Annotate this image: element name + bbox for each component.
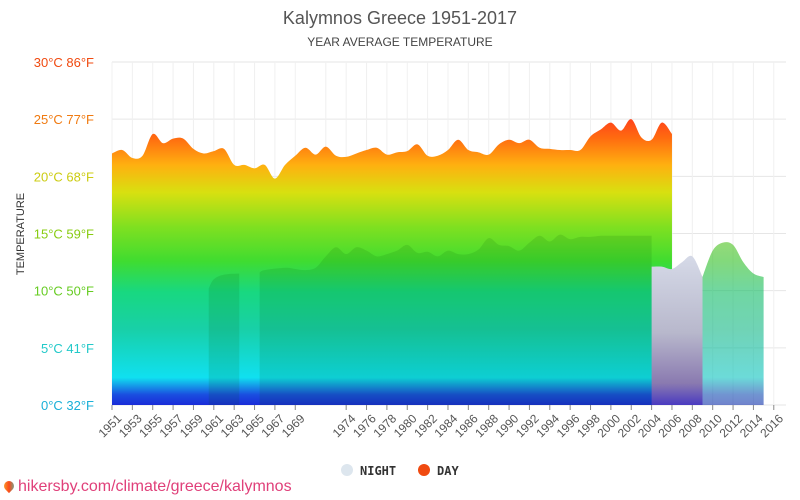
legend-night-label: NIGHT (360, 464, 396, 478)
night-area (259, 234, 652, 405)
y-tick-label: 5°C 41°F (41, 341, 94, 356)
night-area-shade (208, 273, 240, 405)
legend-day-label: DAY (437, 464, 459, 478)
legend: NIGHT DAY (341, 464, 459, 478)
y-tick-label: 25°C 77°F (34, 112, 94, 127)
y-tick-label: 20°C 68°F (34, 169, 94, 184)
chart-title: Kalymnos Greece 1951-2017 (283, 8, 517, 28)
y-tick-label: 15°C 59°F (34, 227, 94, 242)
legend-day-swatch (418, 464, 430, 476)
legend-item-day[interactable]: DAY (418, 464, 459, 478)
x-tick-label: 1969 (279, 411, 308, 440)
watermark-link[interactable]: hikersby.com/climate/greece/kalymnos (1, 478, 292, 496)
night-area-shade (259, 234, 652, 405)
legend-item-night[interactable]: NIGHT (341, 464, 396, 478)
y-tick-label: 10°C 50°F (34, 284, 94, 299)
watermark-text: hikersby.com/climate/greece/kalymnos (18, 478, 292, 495)
night-area-shade (702, 242, 764, 405)
y-ticks: 0°C 32°F 5°C 41°F 10°C 50°F 15°C 59°F 20°C 6… (34, 55, 94, 413)
night-area (651, 255, 703, 405)
night-area (208, 273, 240, 405)
night-area (702, 242, 764, 405)
y-axis-label: TEMPERATURE (15, 193, 27, 275)
x-ticks: 1951195319551957195919611963196519671969… (96, 405, 786, 440)
plot-areas (112, 119, 764, 405)
x-tick-label: 2016 (757, 411, 786, 440)
location-pin-icon (1, 478, 17, 494)
y-tick-label: 30°C 86°F (34, 55, 94, 70)
chart-subtitle: YEAR AVERAGE TEMPERATURE (307, 35, 492, 49)
legend-night-swatch (341, 464, 353, 476)
y-tick-label: 0°C 32°F (41, 398, 94, 413)
